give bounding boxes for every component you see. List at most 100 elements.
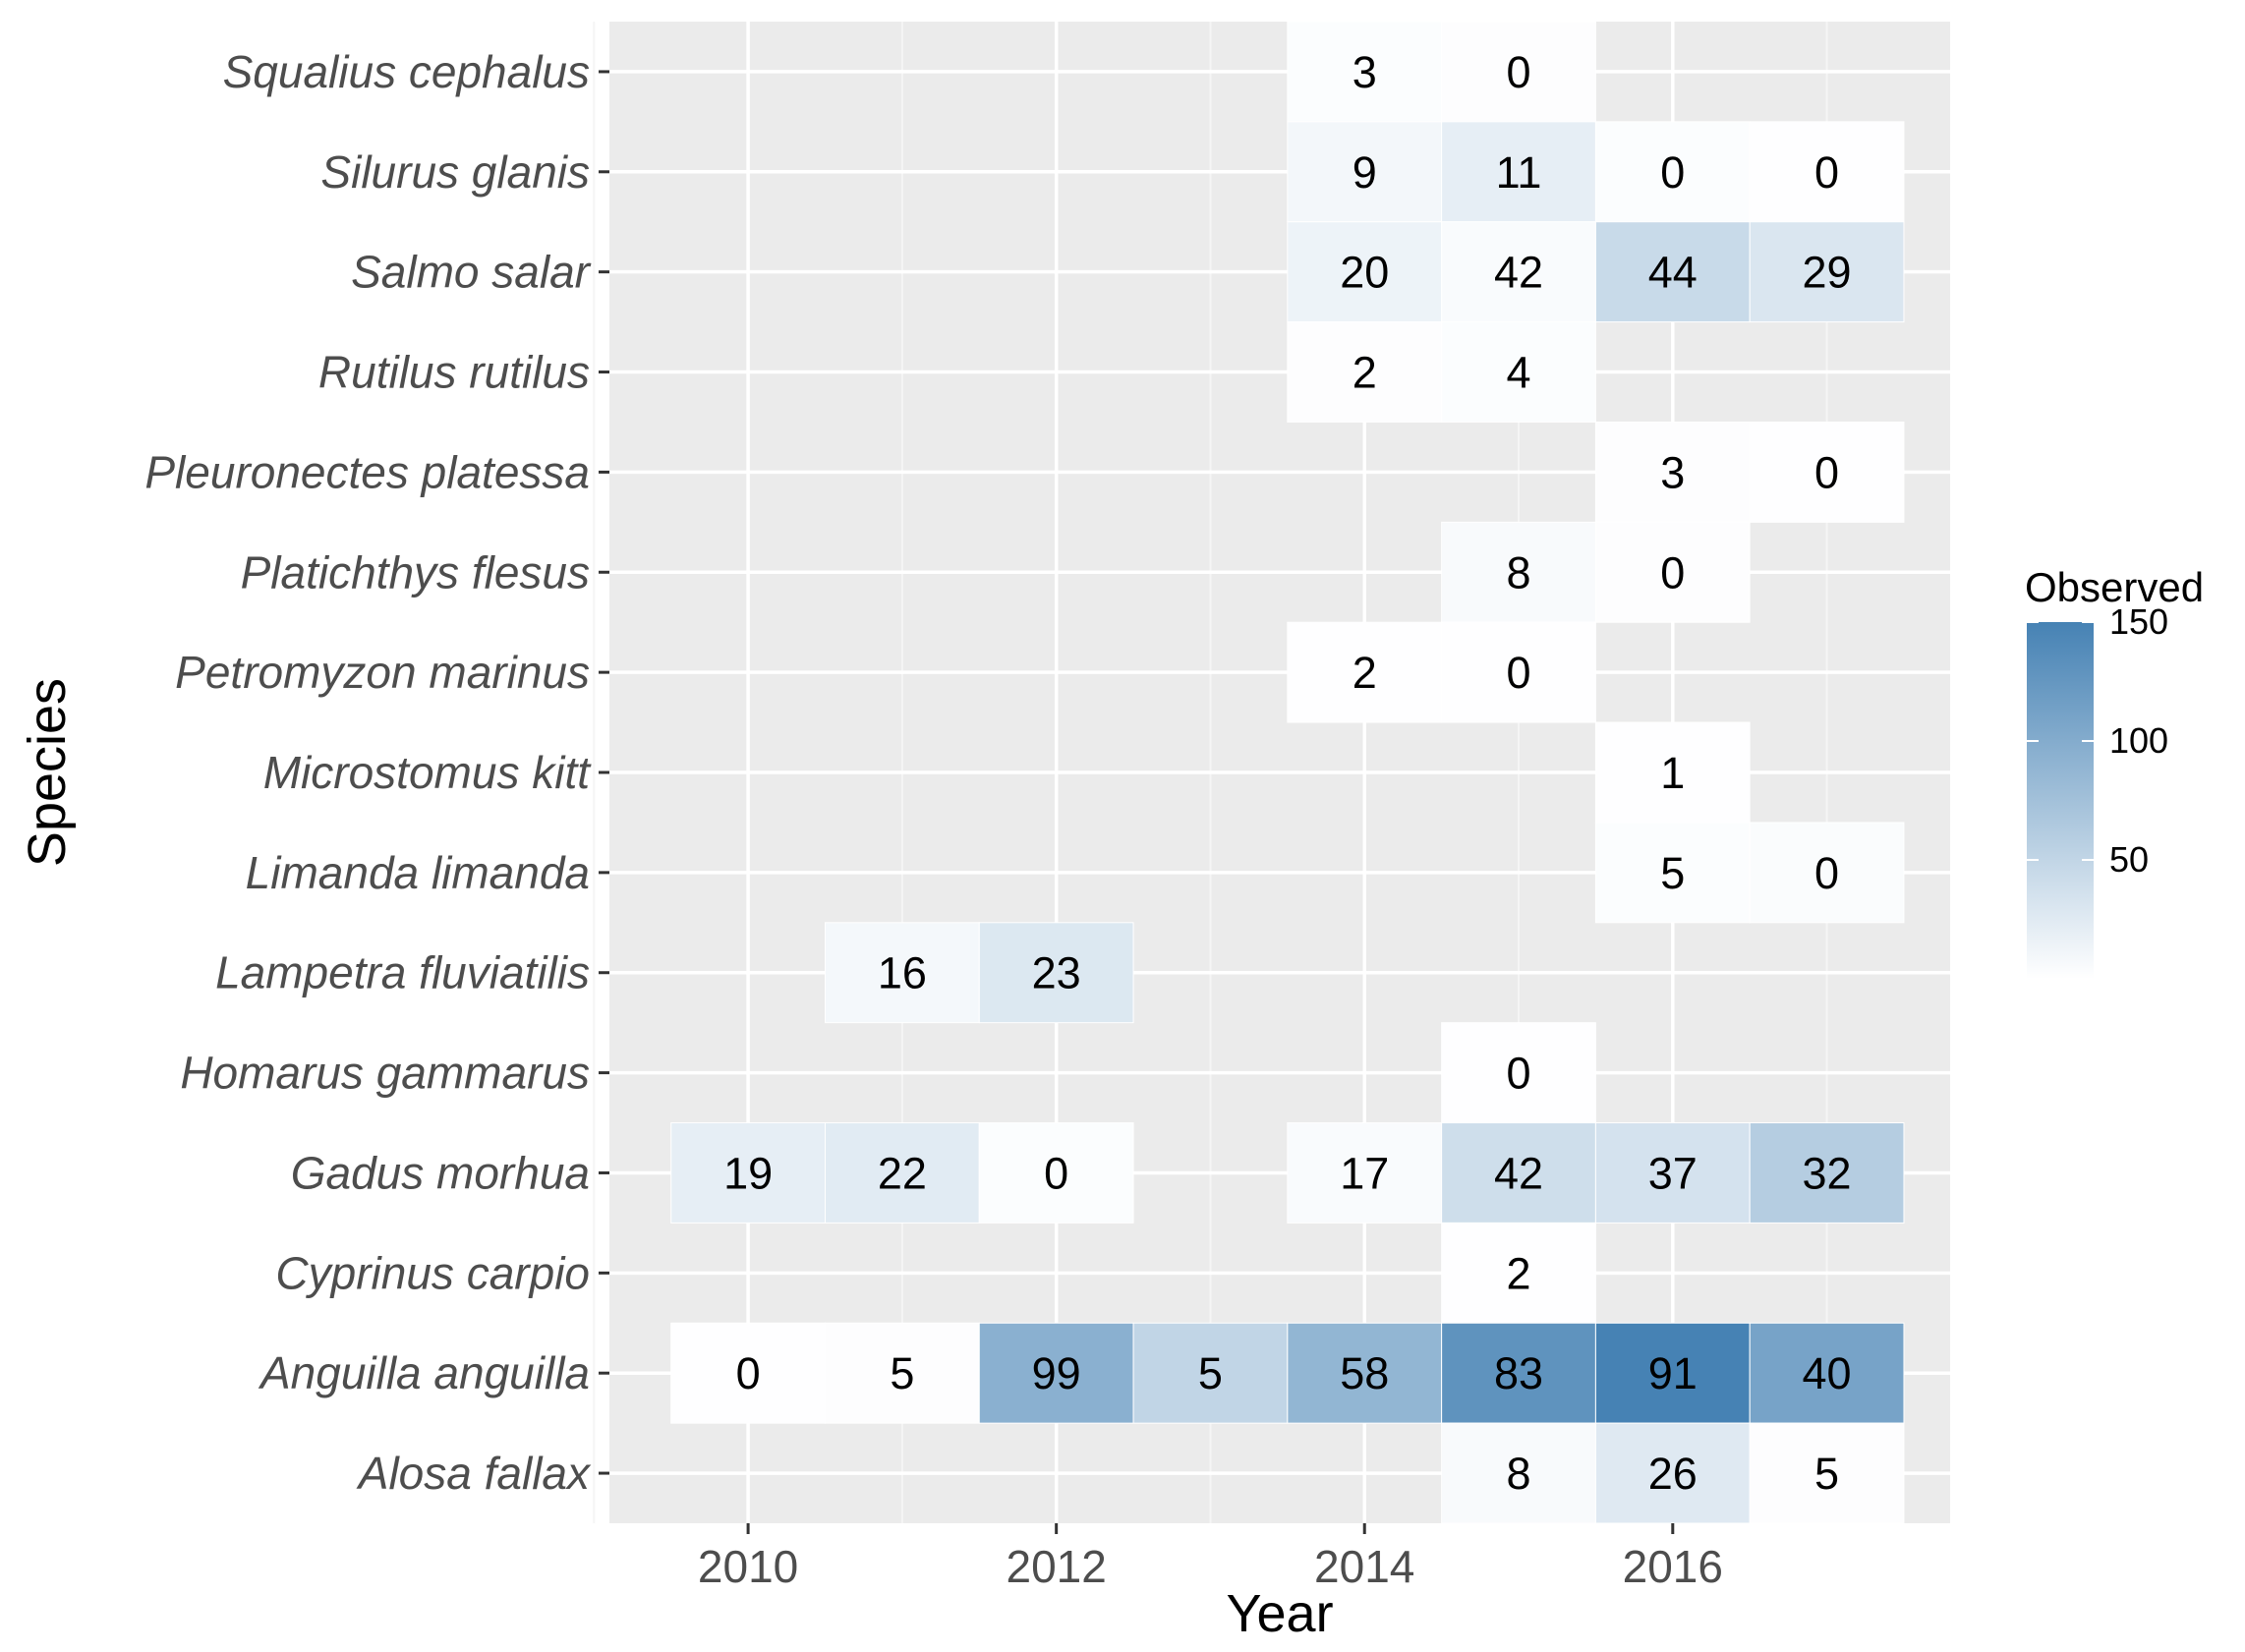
cell-value-label: 8 <box>1506 547 1530 598</box>
heatmap-cell <box>1441 521 1596 623</box>
heatmap-cells <box>670 21 1905 1524</box>
heatmap-cell <box>1287 221 1443 323</box>
heatmap-cell <box>1749 1422 1905 1524</box>
legend-title: Observed <box>2025 564 2204 610</box>
cell-value-label: 22 <box>878 1148 927 1198</box>
heatmap-cell <box>1749 1322 1905 1424</box>
cell-value-label: 0 <box>1660 147 1685 198</box>
cell-value-label: 5 <box>1660 848 1685 898</box>
cell-value-label: 0 <box>1814 447 1839 497</box>
cell-value-label: 4 <box>1506 348 1530 398</box>
cell-value-label: 19 <box>723 1148 773 1198</box>
heatmap-cell <box>1749 1122 1905 1224</box>
x-tick-label: 2016 <box>1623 1541 1723 1592</box>
heatmap-cell <box>1594 221 1751 323</box>
legend-ticks: 50 100 150 <box>2027 601 2168 880</box>
cell-value-label: 99 <box>1032 1348 1081 1398</box>
x-tick-label: 2014 <box>1314 1541 1414 1592</box>
heatmap-cell <box>1441 1122 1596 1224</box>
heatmap-cell <box>1749 822 1905 924</box>
heatmap-cell <box>1594 121 1751 223</box>
cell-value-label: 42 <box>1494 248 1543 298</box>
y-tick-label: Homarus gammarus <box>180 1048 590 1099</box>
heatmap-cell <box>1441 1422 1596 1524</box>
cell-value-label: 23 <box>1032 948 1081 998</box>
cell-value-label: 1 <box>1660 748 1685 798</box>
heatmap-cell <box>1287 121 1443 223</box>
x-axis-title: Year <box>1226 1584 1333 1643</box>
cell-value-label: 26 <box>1648 1449 1698 1499</box>
cell-value-label: 9 <box>1353 147 1377 198</box>
y-tick-label: Cyprinus carpio <box>275 1247 590 1298</box>
heatmap-cell <box>1441 121 1596 223</box>
y-tick-label: Squalius cephalus <box>223 46 590 97</box>
cell-value-label: 0 <box>1506 1049 1530 1099</box>
y-tick-label: Silurus glanis <box>320 146 590 198</box>
cell-value-label: 37 <box>1648 1148 1698 1198</box>
heatmap-cell <box>1441 221 1596 323</box>
legend-tick-label: 100 <box>2109 720 2168 761</box>
heatmap-cell <box>1594 721 1751 824</box>
y-tick-label: Alosa fallax <box>356 1448 592 1499</box>
cell-value-label: 29 <box>1803 248 1852 298</box>
heatmap-cell <box>1594 421 1751 523</box>
legend-colorbar <box>2027 622 2094 979</box>
cell-value-label: 0 <box>1506 47 1530 97</box>
y-tick-label: Pleuronectes platessa <box>144 446 590 497</box>
heatmap-cell <box>670 1122 826 1224</box>
heatmap-cell <box>1287 621 1443 723</box>
y-tick-label: Microstomus kitt <box>263 747 592 798</box>
cell-value-label: 32 <box>1803 1148 1852 1198</box>
heatmap-cell <box>824 1122 980 1224</box>
cell-value-label: 20 <box>1340 248 1389 298</box>
heatmap-cell <box>824 922 980 1024</box>
y-tick-label: Lampetra fluviatilis <box>215 947 590 998</box>
y-tick-label: Gadus morhua <box>291 1147 590 1198</box>
y-tick-label: Rutilus rutilus <box>318 347 590 398</box>
heatmap-cell <box>1441 621 1596 723</box>
cell-value-label: 11 <box>1496 147 1542 198</box>
cell-value-label: 5 <box>1814 1449 1839 1499</box>
heatmap-cell <box>1594 521 1751 623</box>
heatmap-cell <box>1441 1222 1596 1324</box>
cell-value-label: 0 <box>1660 547 1685 598</box>
heatmap-cell <box>1287 1122 1443 1224</box>
cell-value-label: 40 <box>1803 1348 1852 1398</box>
cell-value-label: 17 <box>1340 1148 1389 1198</box>
cell-value-label: 16 <box>878 948 927 998</box>
y-tick-label: Petromyzon marinus <box>175 647 590 698</box>
cell-value-label: 5 <box>1198 1348 1223 1398</box>
heatmap-cell <box>1594 1122 1751 1224</box>
x-axis: 2010 2012 2014 2016 <box>698 1523 1723 1592</box>
heatmap-cell <box>1749 121 1905 223</box>
cell-value-label: 0 <box>1814 147 1839 198</box>
cell-value-label: 58 <box>1340 1348 1389 1398</box>
cell-value-label: 5 <box>890 1348 914 1398</box>
legend-tick-label: 150 <box>2109 601 2168 642</box>
y-tick-label: Platichthys flesus <box>241 546 590 598</box>
cell-value-label: 2 <box>1506 1248 1530 1298</box>
legend-tick-label: 50 <box>2109 839 2149 880</box>
heatmap-cell <box>1287 321 1443 423</box>
heatmap-cell <box>1441 1022 1596 1124</box>
cell-value-label: 0 <box>1044 1148 1068 1198</box>
color-legend: Observed 50 100 150 <box>2025 564 2204 979</box>
cell-value-label: 3 <box>1353 47 1377 97</box>
y-tick-label: Limanda limanda <box>246 847 590 898</box>
y-tick-label: Anguilla anguilla <box>258 1347 590 1398</box>
heatmap-cell <box>1441 321 1596 423</box>
cell-value-label: 44 <box>1648 248 1698 298</box>
heatmap-cell <box>824 1322 980 1424</box>
cell-value-label: 2 <box>1353 648 1377 698</box>
y-axis-title: Species <box>18 678 77 867</box>
y-tick-label: Salmo salar <box>351 247 592 298</box>
cell-value-label: 0 <box>736 1348 761 1398</box>
heatmap-cell <box>978 1122 1134 1224</box>
heatmap-cell <box>1594 822 1751 924</box>
x-tick-label: 2012 <box>1006 1541 1106 1592</box>
heatmap-cell <box>1441 1322 1596 1424</box>
cell-value-label: 83 <box>1494 1348 1543 1398</box>
cell-value-label: 42 <box>1494 1148 1543 1198</box>
cell-value-label: 3 <box>1660 447 1685 497</box>
